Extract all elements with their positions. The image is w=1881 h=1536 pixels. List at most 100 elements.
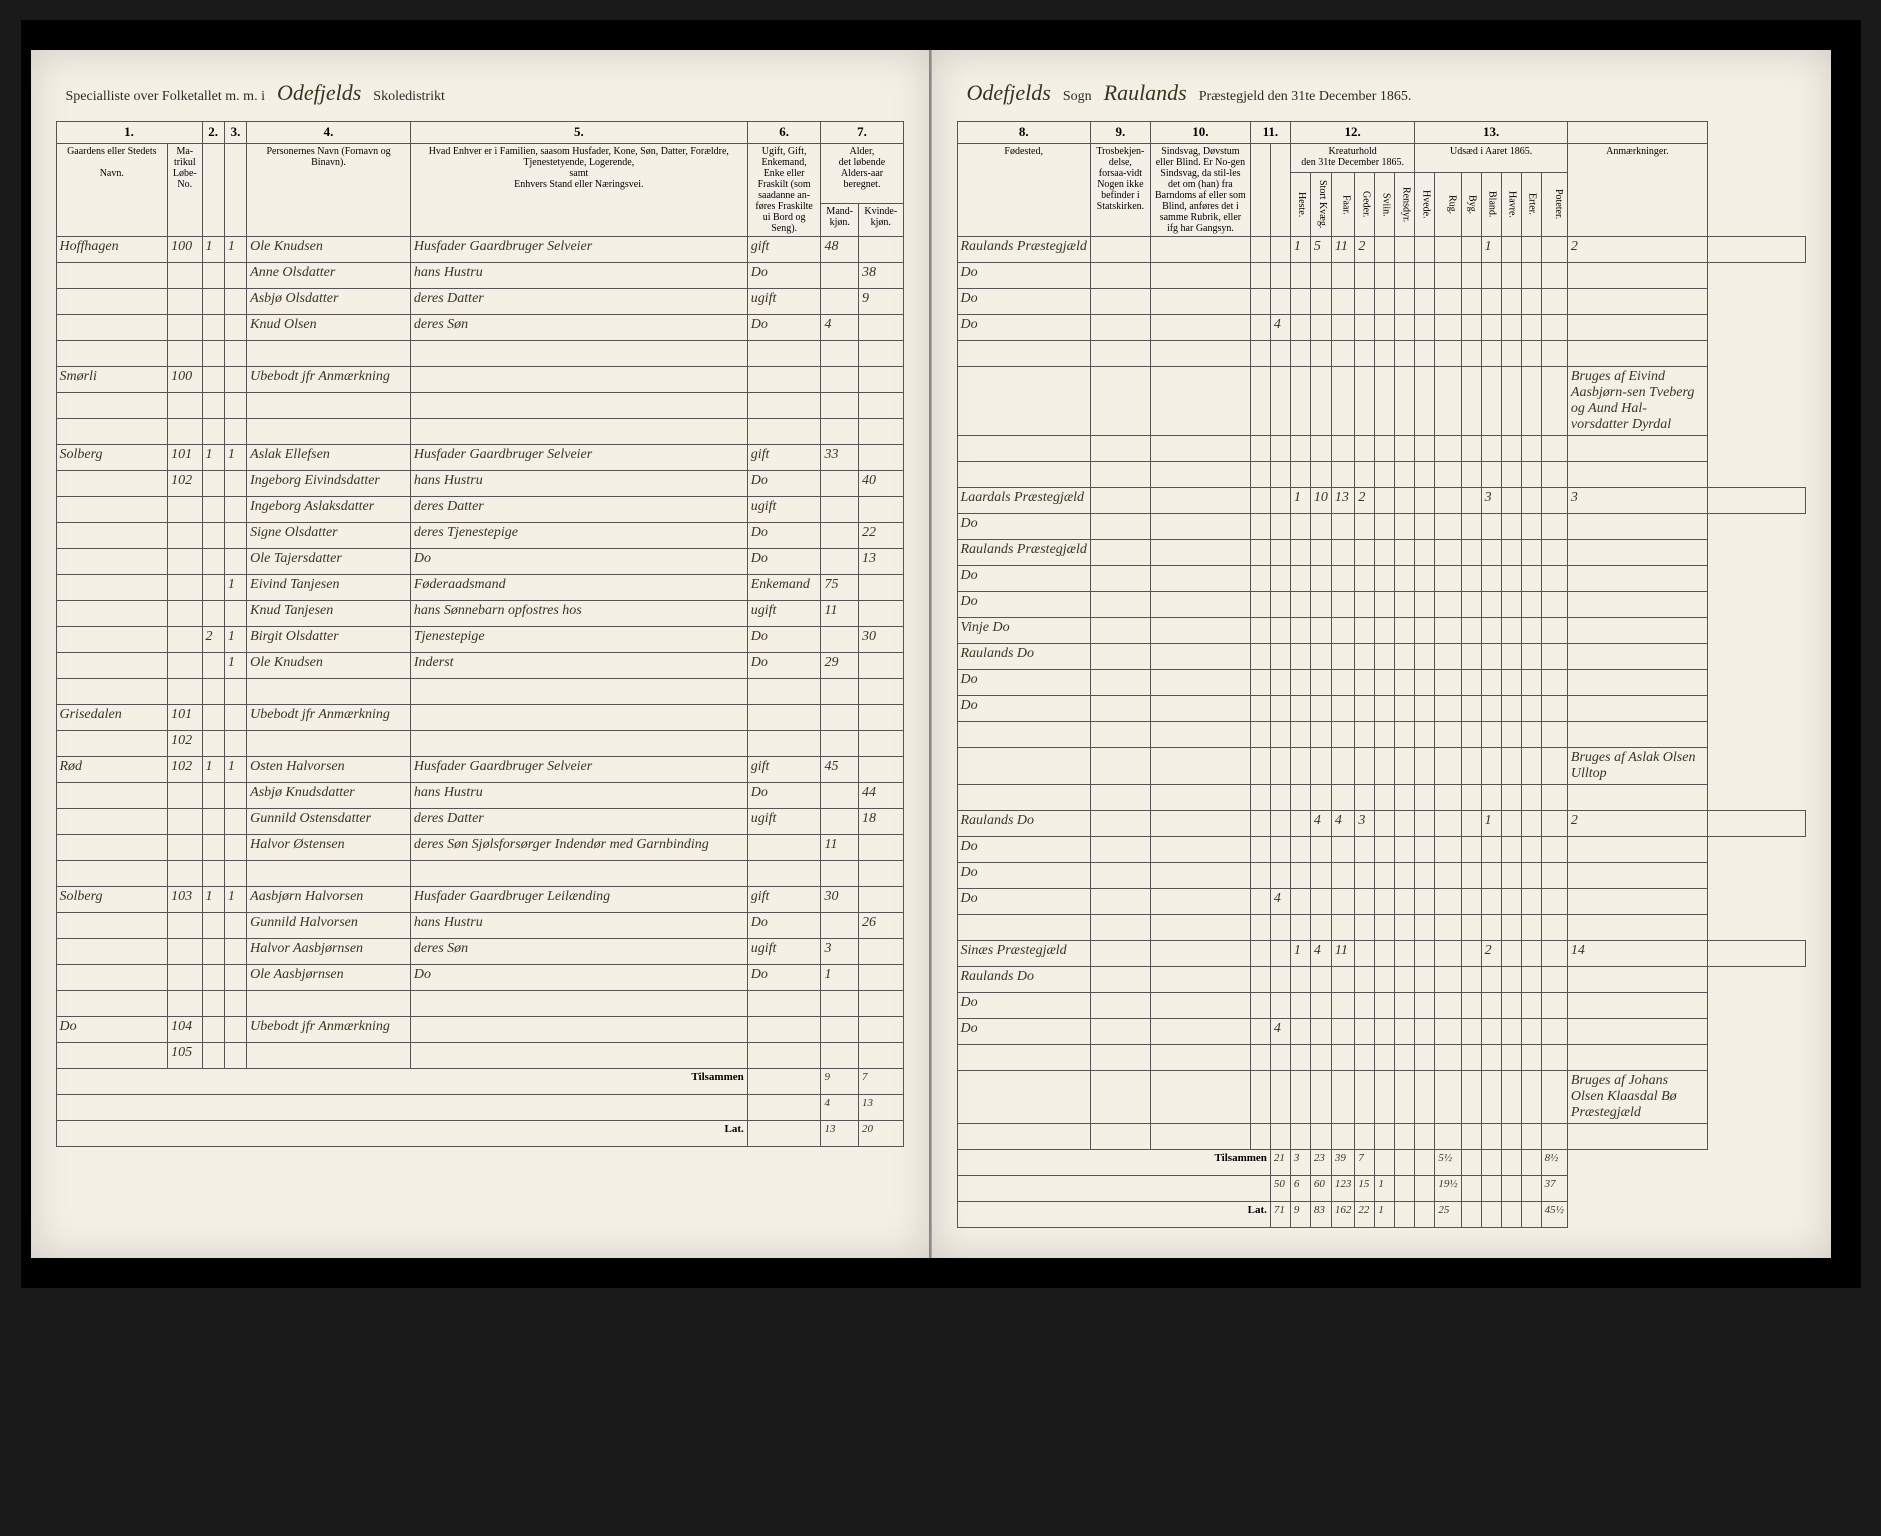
- cell-r-3: [1250, 696, 1270, 722]
- cell-mat: [168, 835, 202, 861]
- table-row: Anne Olsdatterhans HustruDo38: [56, 263, 903, 289]
- cell-r-14: [1481, 1045, 1501, 1071]
- cell-r-0: [957, 748, 1090, 785]
- cell-r-1: [1090, 993, 1150, 1019]
- cell-p: [224, 783, 246, 809]
- cell-civ: Do: [747, 263, 821, 289]
- cell-r-1: [1090, 566, 1150, 592]
- cell-r-15: [1501, 670, 1521, 696]
- cell-r-4: [1270, 837, 1290, 863]
- cell-f: 13: [859, 549, 903, 575]
- cell-place: [56, 471, 168, 497]
- cell-r-18: [1567, 696, 1707, 722]
- cell-r-16: [1521, 785, 1541, 811]
- cell-r-8: [1355, 462, 1375, 488]
- table-row: Do: [957, 837, 1805, 863]
- cell-r-18: [1567, 315, 1707, 341]
- cell-r-10: [1395, 1124, 1415, 1150]
- cell-p: [224, 497, 246, 523]
- cell-r-14: [1481, 915, 1501, 941]
- cell-r-17: [1541, 941, 1567, 967]
- cell-r-15: [1501, 696, 1521, 722]
- cell-r-8: [1355, 315, 1375, 341]
- cell-r-5: [1290, 993, 1310, 1019]
- table-row: [957, 915, 1805, 941]
- cell-r-3: [1250, 670, 1270, 696]
- cell-r-5: 1: [1290, 237, 1310, 263]
- cell-f: [859, 835, 903, 861]
- col-11: 11.: [1250, 122, 1290, 144]
- cell-r-2: [1150, 263, 1250, 289]
- cell-r-12: [1435, 670, 1461, 696]
- footer-val-12: [1521, 1150, 1541, 1176]
- cell-r-16: [1521, 514, 1541, 540]
- cell-r-6: [1310, 863, 1331, 889]
- cell-r-4: [1270, 670, 1290, 696]
- cell-civ: Do: [747, 315, 821, 341]
- footer-val-1: 6: [1290, 1176, 1310, 1202]
- cell-name: Birgit Olsdatter: [247, 627, 411, 653]
- left-table: 1. 2. 3. 4. 5. 6. 7. Gaardens eller Sted…: [56, 121, 904, 1147]
- cell-r-16: [1521, 618, 1541, 644]
- cell-m: [821, 1017, 859, 1043]
- cell-r-11: [1415, 315, 1435, 341]
- livestock-col-3: Geder.: [1355, 172, 1375, 236]
- cell-r-12: [1435, 566, 1461, 592]
- cell-r-4: 4: [1270, 1019, 1290, 1045]
- cell-rel: [410, 705, 747, 731]
- cell-r-5: [1290, 315, 1310, 341]
- table-row: Do: [957, 263, 1805, 289]
- cell-place: [56, 783, 168, 809]
- cell-r-12: [1435, 915, 1461, 941]
- table-row: [56, 419, 903, 445]
- h-house: [202, 144, 224, 237]
- cell-r-4: [1270, 1045, 1290, 1071]
- cell-r-18: [1567, 889, 1707, 915]
- cell-r-3: [1250, 1045, 1270, 1071]
- cell-r-16: [1521, 1019, 1541, 1045]
- cell-r-5: 1: [1290, 941, 1310, 967]
- footer-val-8: 5½: [1435, 1150, 1461, 1176]
- cell-r-13: [1461, 941, 1481, 967]
- cell-r-12: [1435, 696, 1461, 722]
- cell-r-9: [1375, 644, 1395, 670]
- cell-r-7: [1331, 696, 1355, 722]
- cell-r-15: [1501, 785, 1521, 811]
- cell-f: 26: [859, 913, 903, 939]
- cell-r-7: [1331, 1124, 1355, 1150]
- cell-r-3: [1250, 462, 1270, 488]
- cell-r-10: [1395, 1019, 1415, 1045]
- cell-r-8: [1355, 915, 1375, 941]
- cell-m: [821, 913, 859, 939]
- cell-r-13: [1461, 837, 1481, 863]
- sum-f2: 13: [859, 1095, 903, 1121]
- table-row: Solberg10111Aslak EllefsenHusfader Gaard…: [56, 445, 903, 471]
- cell-r-0: Vinje Do: [957, 618, 1090, 644]
- cell-r-11: [1415, 618, 1435, 644]
- cell-r-8: [1355, 367, 1375, 436]
- cell-f: 18: [859, 809, 903, 835]
- cell-r-12: [1435, 1124, 1461, 1150]
- cell-r-4: [1270, 566, 1290, 592]
- cell-r-17: [1541, 237, 1567, 263]
- cell-r-6: [1310, 263, 1331, 289]
- cell-r-1: [1090, 967, 1150, 993]
- cell-p: [224, 601, 246, 627]
- cell-r-12: [1435, 941, 1461, 967]
- cell-r-3: [1250, 748, 1270, 785]
- footer-val-7: [1415, 1202, 1435, 1228]
- h-livestock: Kreaturhold den 31te December 1865.: [1290, 144, 1415, 173]
- cell-r-14: [1481, 514, 1501, 540]
- cell-r-15: [1501, 540, 1521, 566]
- cell-rel: Do: [410, 965, 747, 991]
- col-8: 8.: [957, 122, 1090, 144]
- cell-p: [224, 705, 246, 731]
- table-row: Gunnild Halvorsenhans HustruDo26: [56, 913, 903, 939]
- cell-r-6: [1310, 289, 1331, 315]
- cell-r-7: [1331, 967, 1355, 993]
- col-7: 7.: [821, 122, 903, 144]
- table-row: Do4: [957, 1019, 1805, 1045]
- cell-h: 1: [202, 887, 224, 913]
- cell-r-18: [1567, 592, 1707, 618]
- col-6: 6.: [747, 122, 821, 144]
